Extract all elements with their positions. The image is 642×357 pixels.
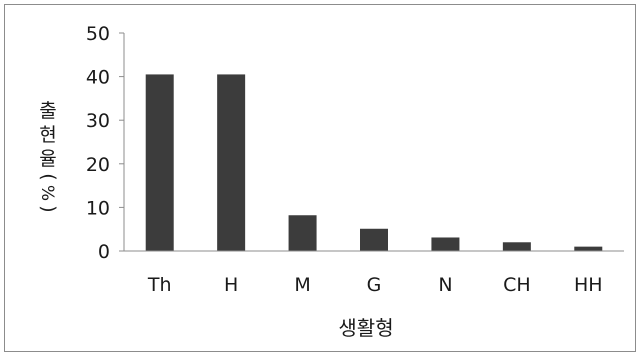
bar-chart: 0 10 20 30 40 50 Th H M G N CH HH 생활형 출현율 (%) <box>37 23 624 340</box>
bar-ch <box>502 242 531 251</box>
x-axis-label: 생활형 <box>338 316 393 340</box>
y-axis-label-char: ) <box>38 205 60 212</box>
y-axis-label-char: % <box>37 185 57 201</box>
y-axis-label-char: 출 <box>39 100 56 122</box>
y-axis-label-char: 현 <box>39 124 56 146</box>
bar-g <box>360 228 388 251</box>
bar-n <box>431 237 460 251</box>
y-axis-label-char: ( <box>38 173 60 180</box>
y-tick-label: 30 <box>86 110 110 132</box>
y-axis-label: 출현율 (%) <box>37 100 60 213</box>
x-tick-label: Th <box>147 274 172 296</box>
bar-h <box>217 74 246 251</box>
x-tick-label: N <box>438 274 452 296</box>
x-tick-label: H <box>224 274 238 296</box>
bars <box>145 74 603 251</box>
y-tick-label: 40 <box>86 67 110 89</box>
x-tick-label: M <box>294 274 310 296</box>
x-tick-label: HH <box>574 274 603 296</box>
bar-m <box>288 215 317 251</box>
y-tick-label: 20 <box>86 154 110 176</box>
y-tick-label: 0 <box>98 241 110 263</box>
x-axis-ticks: Th H M G N CH HH <box>147 274 603 296</box>
y-tick-label: 50 <box>86 23 110 45</box>
x-tick-label: CH <box>503 274 531 296</box>
y-axis-ticks: 0 10 20 30 40 50 <box>86 23 124 263</box>
y-tick-label: 10 <box>86 197 110 219</box>
x-tick-label: G <box>367 274 382 296</box>
chart-frame: 0 10 20 30 40 50 Th H M G N CH HH 생활형 출 현 율 (%) <box>4 4 636 352</box>
bar-th <box>145 74 174 251</box>
bar-hh <box>574 246 603 251</box>
y-axis-label-char: 율 <box>39 148 56 170</box>
